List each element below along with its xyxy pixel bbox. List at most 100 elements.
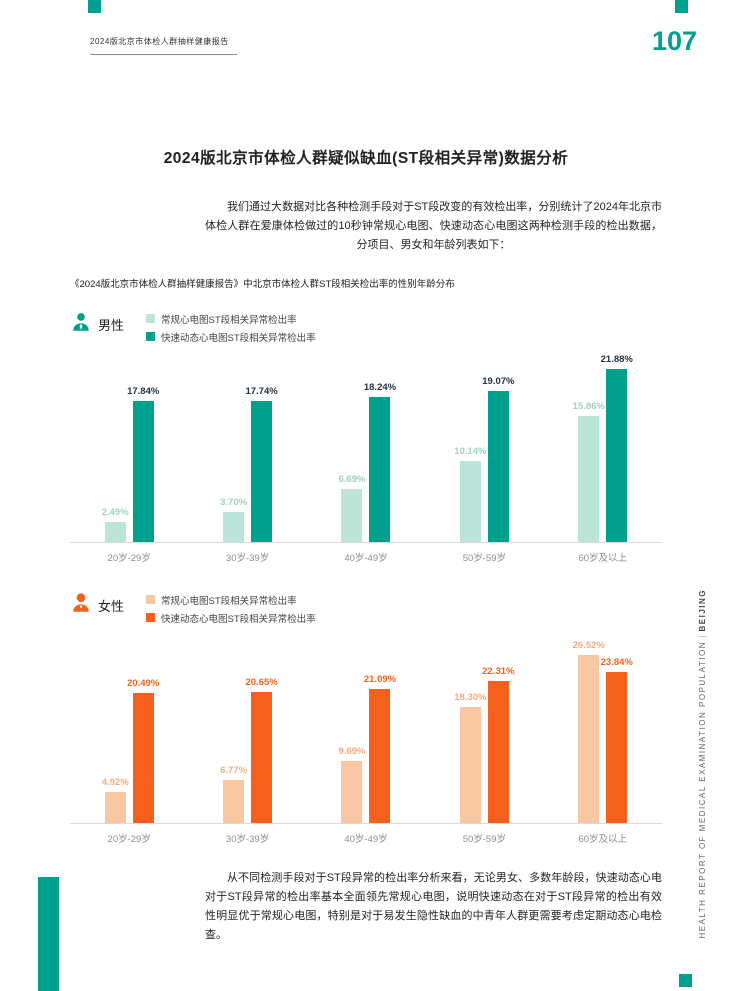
female-chart-section: 女性 常规心电图ST段相关异常检出率快速动态心电图ST段相关异常检出率 4.92…	[70, 590, 662, 845]
bar-value-label: 20.65%	[245, 676, 278, 688]
bar	[487, 681, 509, 823]
category-label: 60岁及以上	[578, 552, 628, 564]
decor-square-top-left	[88, 0, 101, 13]
side-text-separator: ｜	[698, 632, 707, 642]
bar-group: 6.77% 20.65% 30岁-39岁	[220, 633, 278, 845]
category-label: 30岁-39岁	[225, 552, 270, 564]
female-bar-chart: 4.92% 20.49% 20岁-29岁 6.77% 20.65% 30岁-39岁 9.69…	[70, 633, 662, 845]
bar	[341, 488, 363, 542]
category-label: 50岁-59岁	[462, 833, 507, 845]
category-label: 60岁及以上	[578, 833, 628, 845]
decor-bar-bottom-left	[38, 877, 59, 991]
bar	[487, 390, 509, 542]
male-legend: 常规心电图ST段相关异常检出率快速动态心电图ST段相关异常检出率	[146, 309, 316, 344]
legend-swatch	[146, 314, 155, 324]
bar-value-label: 9.69%	[338, 746, 366, 758]
bar	[606, 671, 628, 823]
bar	[223, 779, 245, 823]
bar	[251, 691, 273, 823]
legend-item: 常规心电图ST段相关异常检出率	[146, 312, 316, 326]
decor-square-top-right	[675, 0, 688, 13]
bar-value-label: 21.88%	[600, 353, 633, 365]
category-label: 40岁-49岁	[344, 552, 388, 564]
legend-item: 快速动态心电图ST段相关异常检出率	[146, 330, 316, 344]
category-label: 20岁-29岁	[107, 552, 151, 564]
bar-value-label: 21.09%	[363, 674, 397, 686]
male-chart-section: 男性 常规心电图ST段相关异常检出率快速动态心电图ST段相关异常检出率 2.49…	[70, 309, 662, 564]
bar	[369, 689, 391, 823]
male-bar-chart: 2.49% 17.84% 20岁-29岁 3.70% 17.74% 30岁-39岁 6.69…	[70, 352, 662, 564]
bar	[104, 522, 126, 542]
male-chart-label: 男性	[98, 317, 125, 333]
bar-group: 4.92% 20.49% 20岁-29岁	[101, 633, 160, 845]
legend-label: 快速动态心电图ST段相关异常检出率	[161, 613, 316, 625]
page-number: 107	[651, 26, 697, 56]
legend-item: 快速动态心电图ST段相关异常检出率	[146, 611, 316, 625]
legend-swatch	[146, 613, 155, 623]
chart-caption: 《2024版北京市体检人群抽样健康报告》中北京市体检人群ST段相关检出率的性别年…	[70, 278, 455, 290]
category-label: 30岁-39岁	[225, 833, 270, 845]
legend-item: 常规心电图ST段相关异常检出率	[146, 593, 316, 607]
bar	[223, 512, 245, 542]
legend-label: 快速动态心电图ST段相关异常检出率	[161, 332, 316, 344]
bar	[132, 692, 154, 823]
bar-value-label: 19.07%	[482, 375, 515, 387]
bar-group: 26.52% 23.84% 60岁及以上	[573, 633, 633, 845]
female-gender-badge: 女性	[70, 590, 146, 619]
bar-group: 9.69% 21.09% 40岁-49岁	[338, 633, 397, 845]
category-label: 50岁-59岁	[462, 552, 507, 564]
category-label: 20岁-29岁	[107, 833, 151, 845]
male-icon	[70, 311, 92, 338]
bar	[578, 416, 600, 542]
bar-value-label: 15.86%	[572, 401, 605, 413]
category-label: 40岁-49岁	[344, 833, 388, 845]
report-header-title: 2024版北京市体检人群抽样健康报告	[90, 36, 237, 55]
axis-baseline	[70, 541, 662, 543]
bar-value-label: 6.77%	[220, 764, 248, 776]
bar-value-label: 17.74%	[245, 386, 278, 398]
bar-value-label: 20.49%	[127, 677, 160, 689]
female-legend: 常规心电图ST段相关异常检出率快速动态心电图ST段相关异常检出率	[146, 590, 316, 625]
bar-group: 6.69% 18.24% 40岁-49岁	[338, 352, 397, 564]
bar	[459, 706, 481, 823]
bar	[459, 461, 481, 542]
decor-square-bottom-right	[679, 974, 692, 987]
bar-value-label: 10.14%	[454, 446, 487, 458]
bar	[369, 397, 391, 542]
bar-value-label: 18.30%	[454, 691, 487, 703]
conclusion-paragraph: 从不同检测手段对于ST段异常的检出率分析来看，无论男女、多数年龄段，快速动态心电…	[205, 871, 662, 942]
bar	[104, 791, 126, 823]
bar-value-label: 22.31%	[482, 666, 515, 678]
side-vertical-text: HEALTH REPORT OF MEDICAL EXAMINATION POP…	[697, 589, 708, 939]
bar-group: 15.86% 21.88% 60岁及以上	[573, 352, 633, 564]
bar-value-label: 4.92%	[101, 776, 129, 788]
bar-group: 18.30% 22.31% 50岁-59岁	[454, 633, 514, 845]
bar-value-label: 26.52%	[572, 639, 605, 651]
bar	[578, 654, 600, 823]
male-chart-head: 男性 常规心电图ST段相关异常检出率快速动态心电图ST段相关异常检出率	[70, 309, 662, 344]
bar-value-label: 23.84%	[600, 656, 633, 668]
bar-value-label: 17.84%	[127, 385, 160, 397]
bar-value-label: 6.69%	[338, 473, 366, 485]
female-icon	[70, 592, 92, 619]
bar-value-label: 18.24%	[363, 382, 397, 394]
axis-baseline	[70, 822, 662, 824]
bar-value-label: 3.70%	[220, 497, 248, 509]
bar-group: 2.49% 17.84% 20岁-29岁	[101, 352, 160, 564]
page-title: 2024版北京市体检人群疑似缺血(ST段相关异常)数据分析	[163, 150, 569, 167]
legend-swatch	[146, 595, 155, 605]
female-chart-head: 女性 常规心电图ST段相关异常检出率快速动态心电图ST段相关异常检出率	[70, 590, 662, 625]
female-chart-label: 女性	[98, 598, 125, 614]
bar-value-label: 2.49%	[101, 507, 129, 519]
legend-label: 常规心电图ST段相关异常检出率	[161, 314, 297, 326]
legend-label: 常规心电图ST段相关异常检出率	[161, 595, 297, 607]
bar	[606, 368, 628, 542]
content-column: 2024版北京市体检人群疑似缺血(ST段相关异常)数据分析 我们通过大数据对比各…	[70, 146, 662, 946]
bar-group: 10.14% 19.07% 50岁-59岁	[454, 352, 514, 564]
male-gender-badge: 男性	[70, 309, 146, 338]
side-text-main: HEALTH REPORT OF MEDICAL EXAMINATION POP…	[698, 641, 707, 940]
bar-group: 3.70% 17.74% 30岁-39岁	[220, 352, 278, 564]
bar	[251, 401, 273, 542]
intro-paragraph: 我们通过大数据对比各种检测手段对于ST段改变的有效检出率，分别统计了2024年北…	[205, 201, 662, 251]
